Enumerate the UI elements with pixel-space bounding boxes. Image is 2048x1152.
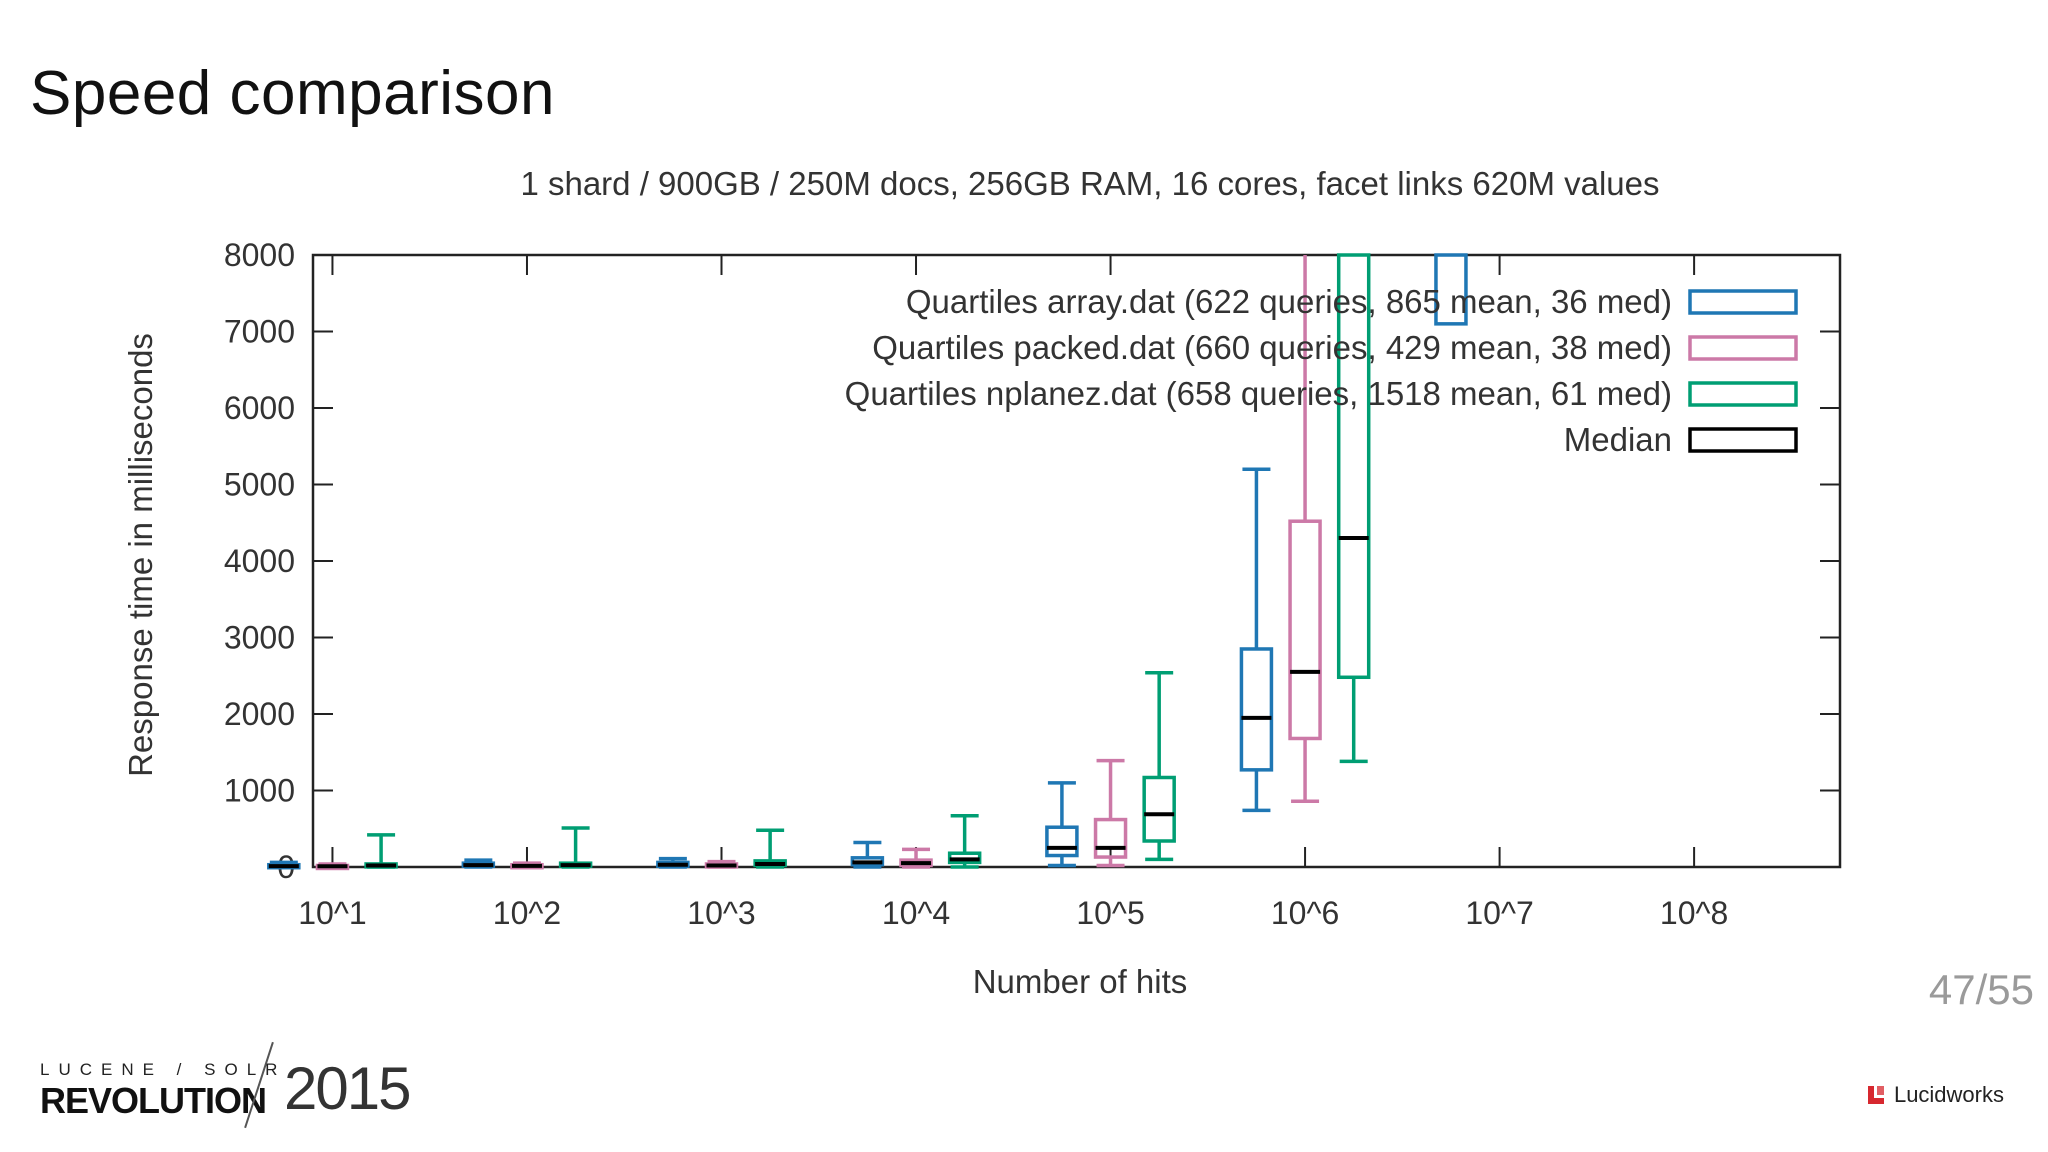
company-logo: Lucidworks <box>1864 1082 2004 1108</box>
x-tick-label: 10^7 <box>1465 895 1533 931</box>
quartile-box <box>1336 253 1371 680</box>
quartile-box <box>1288 519 1322 741</box>
y-tick-label: 7000 <box>224 314 295 350</box>
x-axis: 10^1 10^2 10^3 10^4 10^5 10^6 10^7 10^8 <box>298 255 1728 931</box>
box-plot <box>1093 758 1128 868</box>
x-axis-label: Number of hits <box>973 963 1188 1000</box>
company-name: Lucidworks <box>1893 1082 2004 1107</box>
chart-title: 1 shard / 900GB / 250M docs, 256GB RAM, … <box>520 165 1659 202</box>
x-tick-label: 10^6 <box>1271 895 1339 931</box>
box-plot <box>704 859 739 869</box>
box-plot <box>364 833 398 869</box>
box-plot <box>1434 253 1468 326</box>
legend-label: Quartiles array.dat (622 queries, 865 me… <box>906 283 1672 320</box>
conference-logo-year: 2015 <box>284 1055 411 1122</box>
conference-logo: LUCENE / SOLR REVOLUTION 2015 <box>40 1041 411 1129</box>
x-tick-label: 10^4 <box>882 895 950 931</box>
conference-logo-main: REVOLUTION <box>40 1080 267 1121</box>
legend-swatch <box>1688 335 1798 361</box>
series-group <box>315 255 1322 871</box>
plot-frame <box>311 253 1842 869</box>
legend-swatch <box>1688 427 1798 453</box>
box-plot <box>947 813 982 869</box>
y-tick-label: 2000 <box>224 696 295 732</box>
box-plot <box>656 856 690 869</box>
x-tick-label: 10^8 <box>1660 895 1728 931</box>
box-plot <box>1336 253 1371 764</box>
y-tick-label: 1000 <box>224 773 295 809</box>
x-tick-label: 10^2 <box>493 895 561 931</box>
x-tick-label: 10^3 <box>687 895 755 931</box>
box-plot <box>1142 670 1176 862</box>
series-group <box>364 253 1371 869</box>
box-plot <box>558 826 593 869</box>
lucidworks-icon <box>1867 1086 1884 1104</box>
y-tick-label: 8000 <box>224 237 295 273</box>
box-plot <box>1288 255 1322 803</box>
box-plot <box>1239 467 1274 813</box>
y-tick-label: 5000 <box>224 467 295 503</box>
conference-logo-top: LUCENE / SOLR <box>40 1060 287 1079</box>
box-plot <box>315 862 350 871</box>
box-plot <box>510 861 544 870</box>
box-plot <box>899 847 933 869</box>
quartile-box <box>1434 253 1468 326</box>
x-tick-label: 10^5 <box>1076 895 1144 931</box>
box-plot <box>267 860 301 870</box>
legend-swatch <box>1688 289 1798 315</box>
slide-title: Speed comparison <box>30 59 555 128</box>
box-plot <box>1045 781 1079 868</box>
legend-label: Quartiles nplanez.dat (658 queries, 1518… <box>845 375 1672 412</box>
page-number: 47/55 <box>1928 966 2034 1013</box>
legend-swatch <box>1688 381 1798 407</box>
quartile-box <box>1239 647 1274 772</box>
legend-label: Quartiles packed.dat (660 queries, 429 m… <box>872 329 1672 366</box>
legend-label: Median <box>1564 421 1672 458</box>
y-tick-label: 3000 <box>224 620 295 656</box>
quartile-box <box>1045 825 1079 858</box>
x-tick-label: 10^1 <box>298 895 366 931</box>
y-tick-label: 4000 <box>224 543 295 579</box>
box-plot <box>753 828 787 869</box>
series-group <box>267 253 1468 870</box>
box-plot <box>850 840 885 869</box>
quartile-box <box>1093 817 1128 859</box>
y-tick-label: 6000 <box>224 390 295 426</box>
box-plot <box>461 858 496 869</box>
legend: Quartiles array.dat (622 queries, 865 me… <box>845 283 1798 458</box>
box-series <box>267 253 1468 871</box>
y-axis-label: Response time in milliseconds <box>122 333 159 777</box>
quartile-box <box>1142 775 1176 843</box>
